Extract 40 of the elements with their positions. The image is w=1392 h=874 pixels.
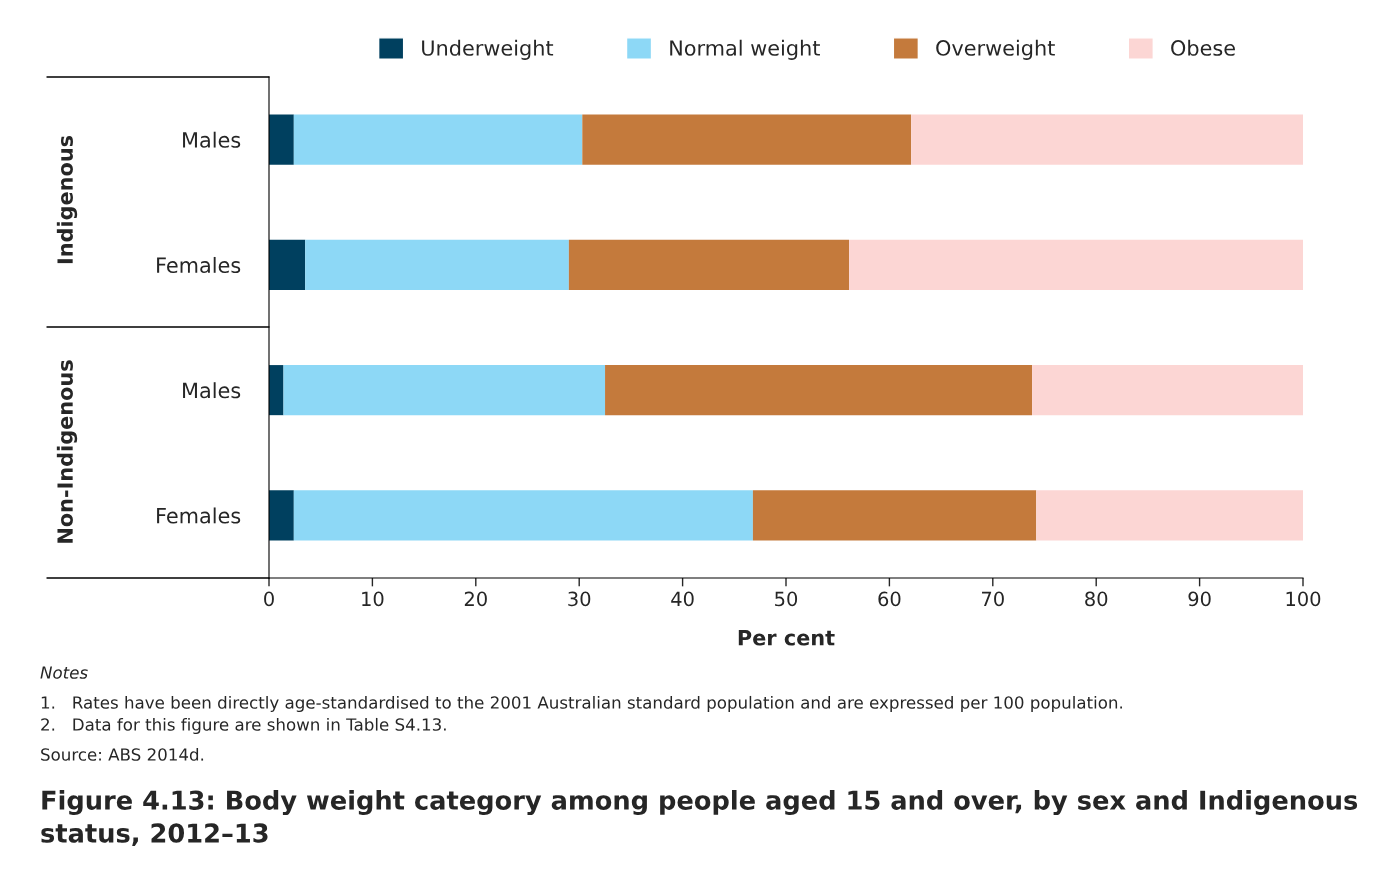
bar [283, 365, 606, 416]
text: Indigenous [56, 135, 78, 264]
bar [293, 490, 753, 541]
y-tick-label: Females [157, 256, 241, 274]
bar [269, 114, 294, 165]
x-tick-label: 70 [982, 591, 1004, 607]
bar [269, 365, 284, 416]
x-tick-label: 30 [568, 591, 591, 607]
x-tick-label: 10 [362, 591, 384, 607]
bar [568, 239, 850, 290]
x-tick-label: 90 [1188, 591, 1211, 607]
x-axis-title: Per cent [738, 630, 835, 646]
x-tick-label: 80 [1085, 591, 1108, 607]
bar [752, 490, 1037, 541]
text: 1. Rates have been directly age-standardised to the 2001 Australian standard population and are expressed per 100 population. [41, 695, 1122, 713]
legend-label: Normal weight [670, 39, 820, 60]
text: Non-Indigenous [56, 360, 78, 543]
legend-label: Obese [1171, 39, 1235, 56]
bar [293, 114, 583, 165]
legend-label: Overweight [936, 39, 1055, 60]
bar [305, 239, 569, 290]
y-tick-label: Females [157, 507, 241, 524]
bar [269, 490, 294, 541]
x-tick-label: 40 [671, 591, 694, 607]
x-tick-label: 20 [464, 591, 487, 607]
x-tick-label: 0 [264, 591, 274, 607]
bar [849, 239, 1303, 290]
bar [911, 114, 1303, 165]
text: 2. Data for this figure are shown in Table S4.13. [41, 717, 446, 735]
x-tick-label: 60 [878, 591, 901, 607]
y-tick-label: Males [183, 382, 241, 399]
y-tick-label: Males [183, 131, 241, 148]
bar [269, 239, 306, 290]
text: Notes [40, 666, 88, 679]
x-tick-label: 50 [775, 591, 798, 607]
legend-label: Underweight [422, 39, 554, 60]
bar [582, 114, 912, 165]
x-tick-label: 100 [1286, 591, 1321, 607]
source-note: Source: ABS 2014d. [41, 747, 204, 761]
text: Figure 4.13: Body weight category among people aged 15 and over, by sex and Indigenous status, 2012–13 [41, 790, 1358, 847]
